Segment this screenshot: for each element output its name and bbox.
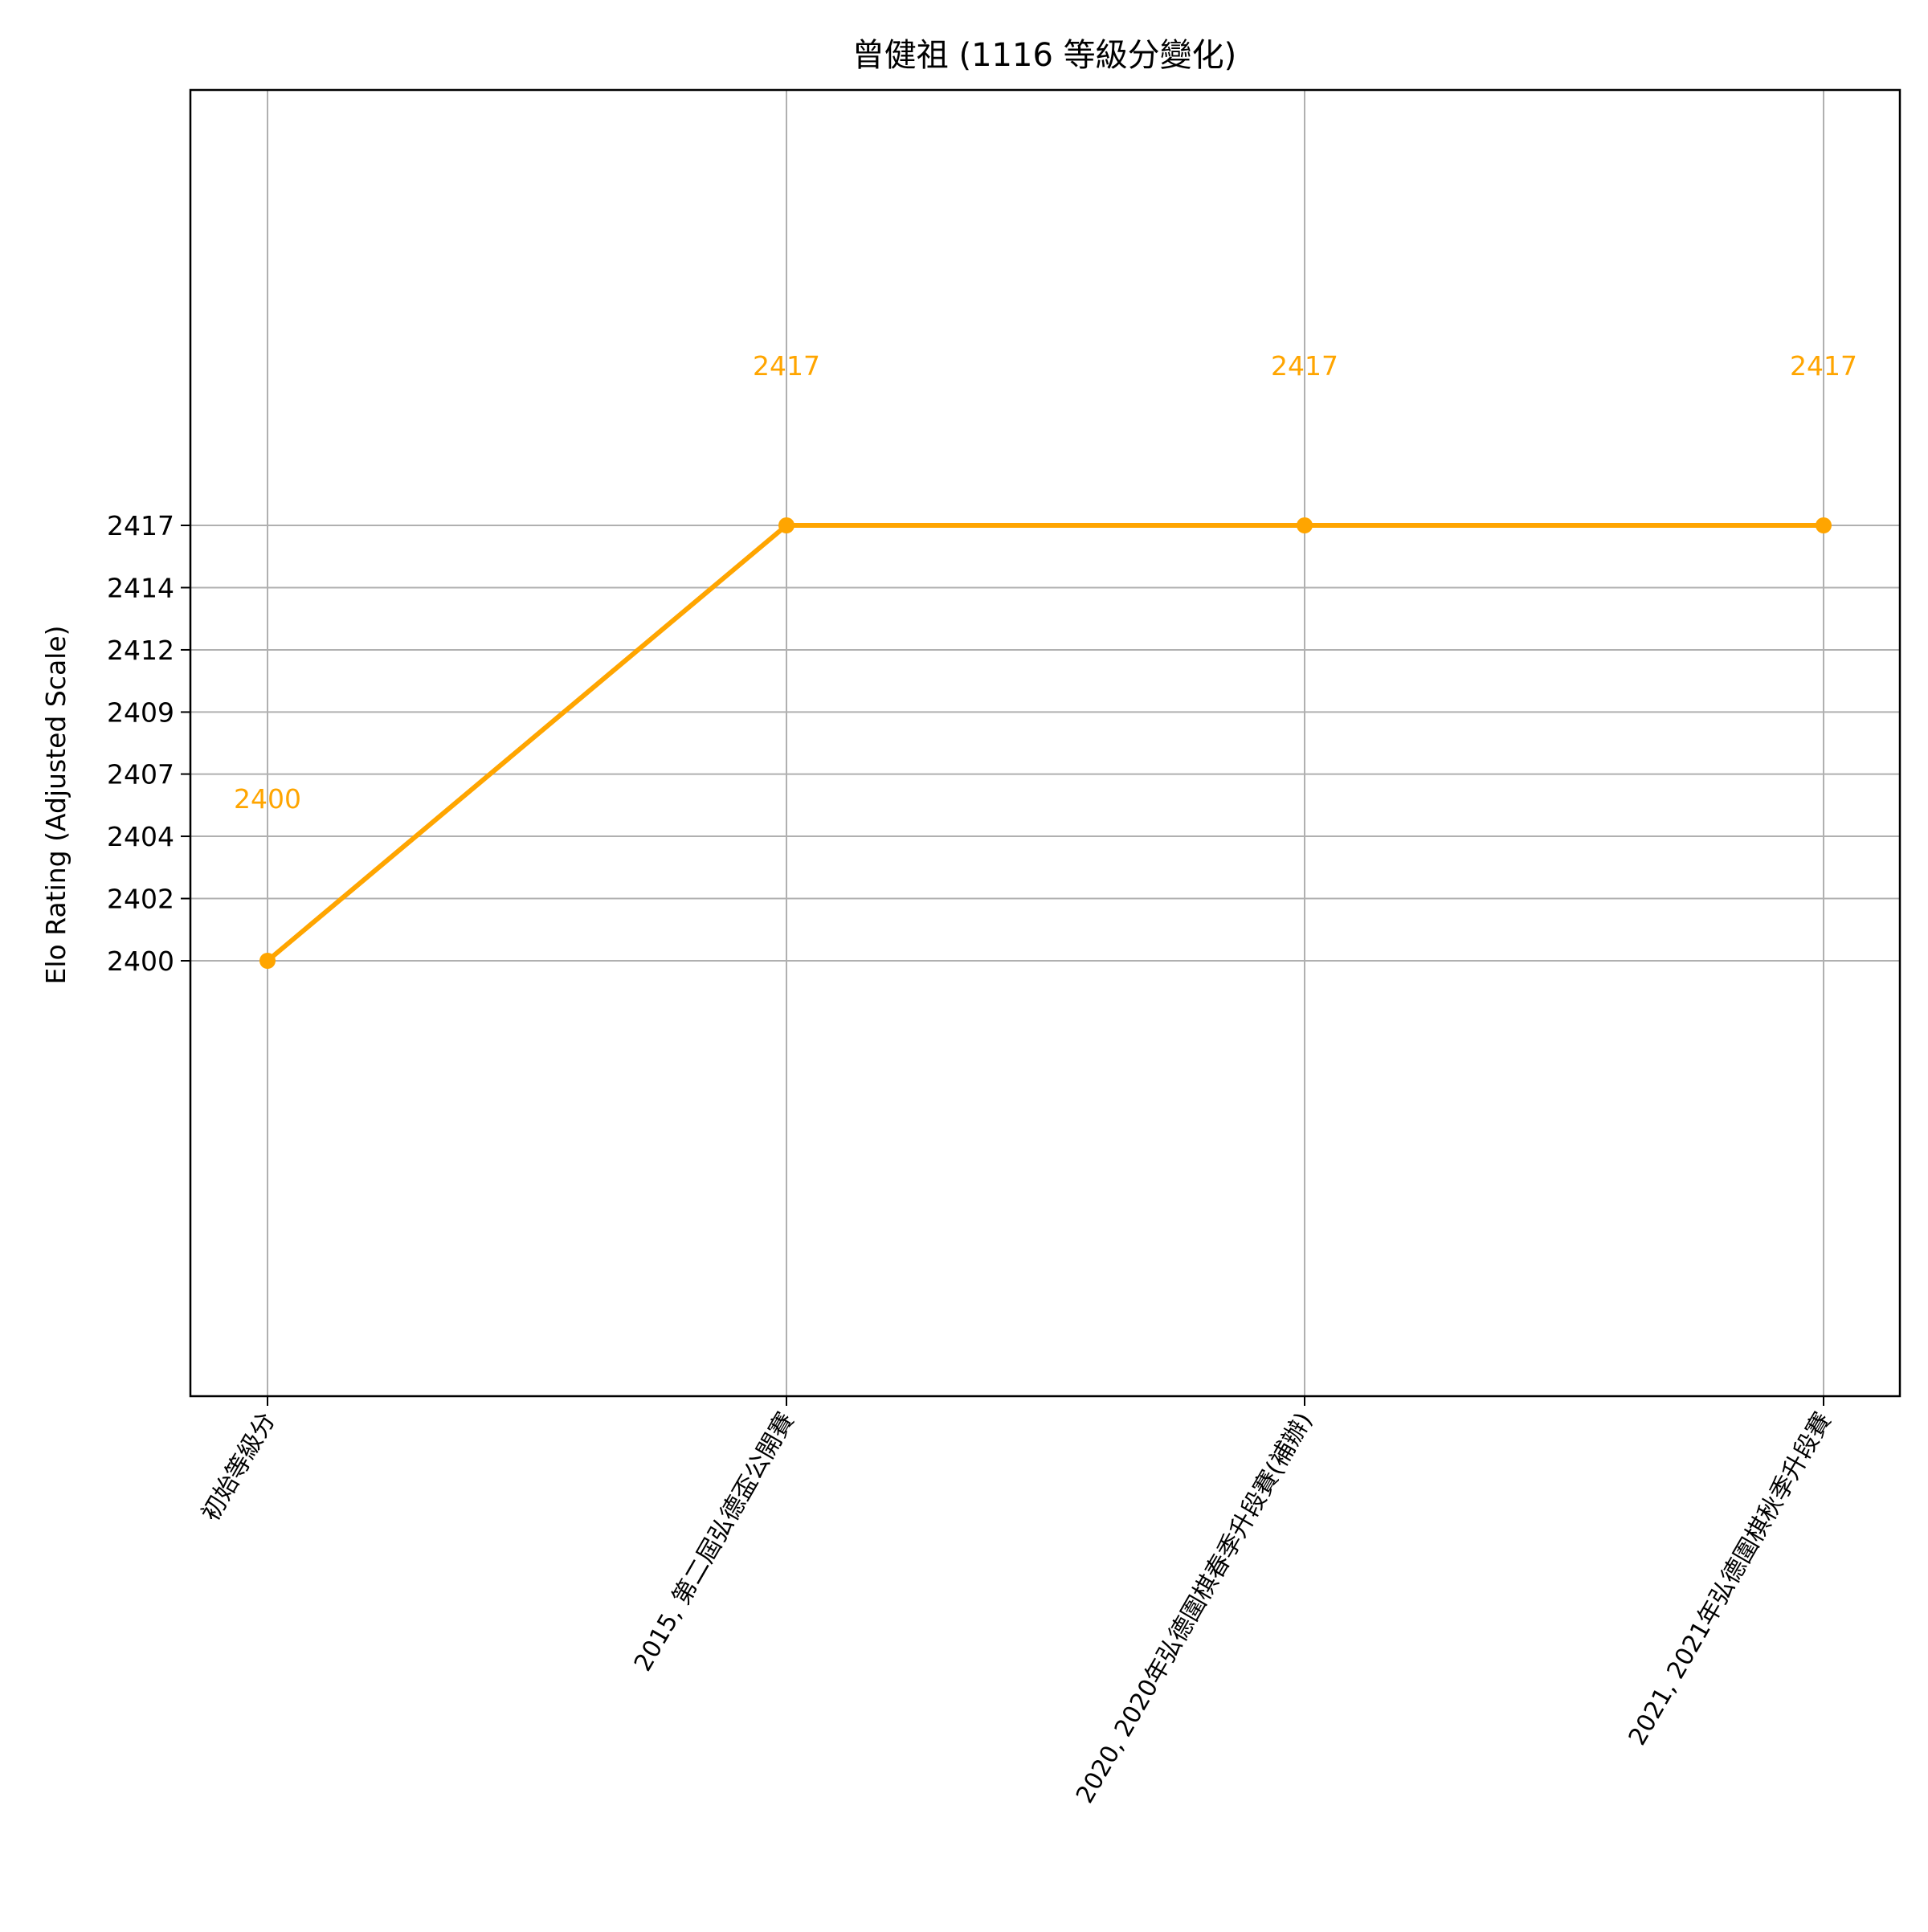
y-tick-label-4: 2409 [107, 696, 174, 728]
y-tick-label-6: 2414 [107, 572, 174, 603]
y-tick-label-5: 2412 [107, 635, 174, 666]
data-label-2: 2417 [1271, 350, 1338, 382]
y-tick-label-1: 2402 [107, 884, 174, 915]
y-tick-label-7: 2417 [107, 510, 174, 541]
y-tick-label-0: 2400 [107, 946, 174, 977]
data-label-0: 2400 [234, 783, 301, 815]
data-point-1 [778, 517, 794, 533]
y-axis-label: Elo Rating (Adjusted Scale) [40, 625, 71, 984]
data-point-3 [1816, 517, 1832, 533]
data-label-1: 2417 [753, 350, 820, 382]
x-tick-label-0: 初始等級分 [197, 1408, 281, 1526]
x-tick-label-3: 2021, 2021年弘德圍棋秋季升段賽 [1624, 1408, 1837, 1750]
plot-frame [189, 88, 1901, 1398]
series-line [266, 523, 1824, 963]
data-point-2 [1297, 517, 1313, 533]
data-point-0 [259, 953, 276, 969]
y-tick-label-2: 2404 [107, 821, 174, 852]
y-tick-label-3: 2407 [107, 759, 174, 790]
chart-title: 曾健祖 (1116 等級分變化) [852, 37, 1236, 74]
data-labels: 2400 2417 2417 2417 [234, 350, 1857, 815]
series-layer [259, 517, 1832, 969]
x-tick-label-2: 2020, 2020年弘德圍棋春季升段賽(補辦) [1071, 1408, 1318, 1808]
grid-lines [190, 90, 1900, 1396]
x-tick-label-1: 2015, 第二屆弘德盃公開賽 [629, 1408, 800, 1677]
data-label-3: 2417 [1790, 350, 1857, 382]
axes: 2400 2402 2404 2407 2409 2412 2414 2417 初始等級分 201… [107, 88, 1901, 1808]
